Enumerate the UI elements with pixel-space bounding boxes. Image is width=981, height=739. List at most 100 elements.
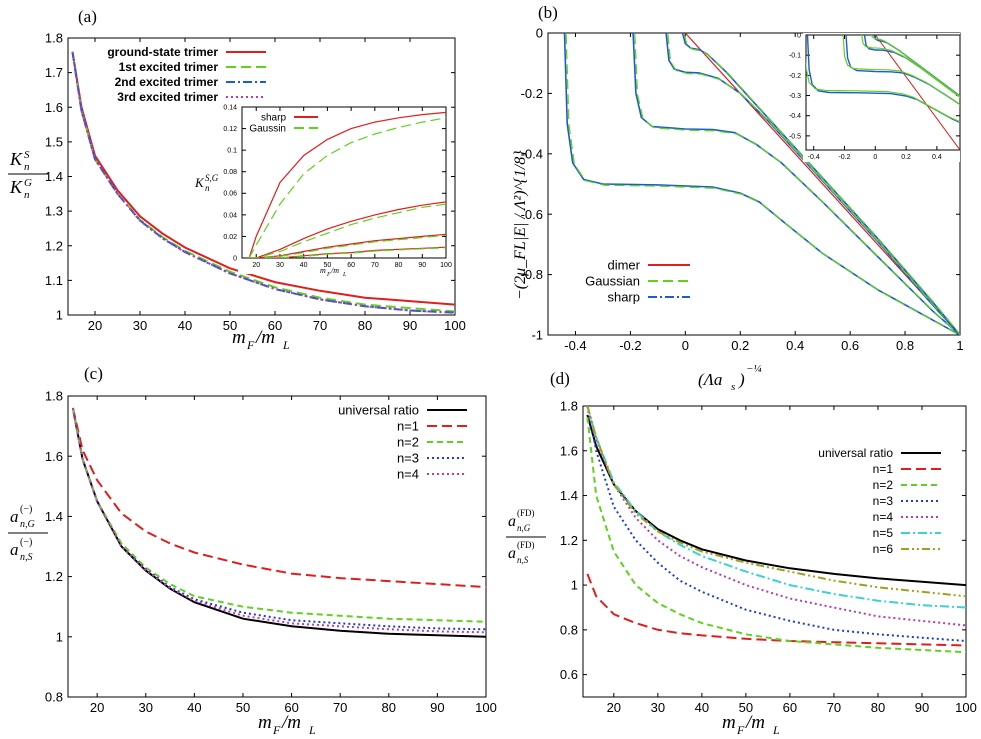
x-axis-sub: F — [736, 723, 745, 737]
x-tick-label: 20 — [607, 700, 621, 715]
y-tick-label: 1.5 — [45, 134, 63, 149]
legend-label: dimer — [607, 258, 640, 273]
legend-label: n=2 — [397, 435, 419, 450]
y-tick-label: -0.2 — [789, 73, 801, 80]
y-tick-label: 0.02 — [223, 234, 237, 241]
x-tick-label: 90 — [915, 700, 929, 715]
y-tick-label: -0.5 — [789, 133, 801, 140]
legend-label: 3rd excited trimer — [117, 90, 218, 104]
x-tick-label: 50 — [739, 700, 753, 715]
series-line — [71, 51, 455, 314]
inset-gaussian-line — [842, 35, 960, 106]
legend-label: n=1 — [873, 462, 894, 476]
x-tick-label: 30 — [133, 318, 147, 333]
x-tick-label: 0.6 — [841, 338, 859, 353]
series-line — [586, 414, 966, 587]
legend-label: n=1 — [397, 419, 419, 434]
x-tick-label: 40 — [695, 700, 709, 715]
y-tick-label: 1.8 — [45, 389, 63, 404]
x-axis-label-d: m — [722, 712, 736, 733]
x-tick-label: 20 — [252, 262, 260, 269]
y-tick-label: 0.14 — [223, 104, 237, 111]
x-tick-label: 100 — [475, 700, 497, 715]
y-tick-label: 1.7 — [45, 65, 63, 80]
legend-label: n=3 — [873, 494, 894, 508]
y-tick-label: 1.1 — [45, 273, 63, 288]
y-tick-label: -0.4 — [521, 146, 543, 161]
x-axis-label-a: m — [232, 327, 246, 348]
y-tick-label: 0.8 — [560, 622, 578, 637]
y-tick-label: 0.04 — [223, 212, 237, 219]
y-tick-label: -0.8 — [521, 267, 543, 282]
panel-label: (b) — [538, 3, 558, 22]
y-tick-label: 0 — [797, 32, 801, 39]
inset-series-line — [249, 234, 446, 258]
x-axis-label-b: (Λa — [698, 370, 722, 389]
y-axis-sub: n — [24, 189, 30, 201]
y-tick-label: 1.6 — [560, 443, 578, 458]
x-axis-label-c2: /m — [281, 712, 301, 733]
x-tick-label: -0.2 — [619, 338, 641, 353]
y-axis-sub: n — [24, 161, 30, 173]
y-axis-sup: (−) — [20, 537, 32, 548]
x-tick-label: 50 — [236, 700, 250, 715]
y-tick-label: 0.8 — [45, 690, 63, 705]
y-axis-sup: G — [24, 177, 32, 189]
x-tick-label: 70 — [371, 262, 379, 269]
plot-frame — [67, 395, 487, 698]
x-tick-label: -0.4 — [564, 338, 586, 353]
y-axis-label-c: a — [10, 507, 19, 526]
y-tick-label: 1 — [56, 308, 63, 323]
legend-label: n=2 — [873, 478, 894, 492]
legend-label: ground-state trimer — [107, 45, 218, 59]
y-tick-label: 0 — [233, 255, 237, 262]
x-axis-sub: F — [272, 723, 281, 737]
x-tick-label: 70 — [333, 700, 347, 715]
sharp-line — [563, 33, 960, 335]
panel-label: (d) — [550, 369, 570, 388]
inset-x-sub: L — [342, 272, 347, 278]
y-tick-label: -0.3 — [789, 93, 801, 100]
inset-y-sub: n — [205, 183, 210, 193]
inset-series-line — [249, 247, 446, 258]
gaussian-line — [683, 34, 960, 335]
y-tick-label: -1 — [531, 328, 543, 343]
series-line — [586, 417, 966, 654]
legend-label: 2nd excited trimer — [115, 75, 219, 89]
series-line — [71, 407, 486, 634]
x-tick-label: 50 — [223, 318, 237, 333]
inset-x-label2: /m — [330, 266, 339, 275]
y-tick-label: 0 — [536, 26, 543, 41]
y-tick-label: 1.6 — [45, 449, 63, 464]
y-axis-label-d: a — [508, 545, 516, 562]
y-tick-label: 0.6 — [560, 667, 578, 682]
x-axis-sub: L — [772, 723, 780, 737]
inset-y-label: K — [194, 175, 205, 190]
x-tick-label: 20 — [90, 700, 104, 715]
y-tick-label: 1.4 — [560, 488, 578, 503]
legend-label: universal ratio — [818, 446, 893, 460]
x-tick-label: 90 — [403, 318, 417, 333]
inset-y-sup: S,G — [205, 173, 219, 183]
legend-label: Gaussin — [249, 124, 286, 135]
y-tick-label: 0.08 — [223, 169, 237, 176]
legend-label: n=5 — [873, 526, 894, 540]
inset-series-line — [249, 201, 446, 258]
x-tick-label: 0.4 — [932, 154, 942, 161]
x-tick-label: 1 — [956, 338, 963, 353]
x-tick-label: 70 — [313, 318, 327, 333]
y-tick-label: 1.2 — [560, 533, 578, 548]
y-axis-sup: S — [24, 149, 30, 161]
y-tick-label: 1.8 — [45, 31, 63, 46]
y-tick-label: -0.2 — [521, 86, 543, 101]
y-axis-sup: (FD) — [517, 540, 535, 550]
y-axis-label-a: K — [9, 177, 23, 197]
y-tick-label: 1.2 — [45, 238, 63, 253]
y-axis-sup: (FD) — [517, 508, 535, 518]
y-tick-label: 1.4 — [45, 509, 63, 524]
x-axis-exp: −¼ — [746, 363, 762, 375]
inset-x-sub: F — [326, 272, 331, 278]
y-axis-label-c: a — [10, 540, 19, 559]
x-tick-label: 60 — [347, 262, 355, 269]
